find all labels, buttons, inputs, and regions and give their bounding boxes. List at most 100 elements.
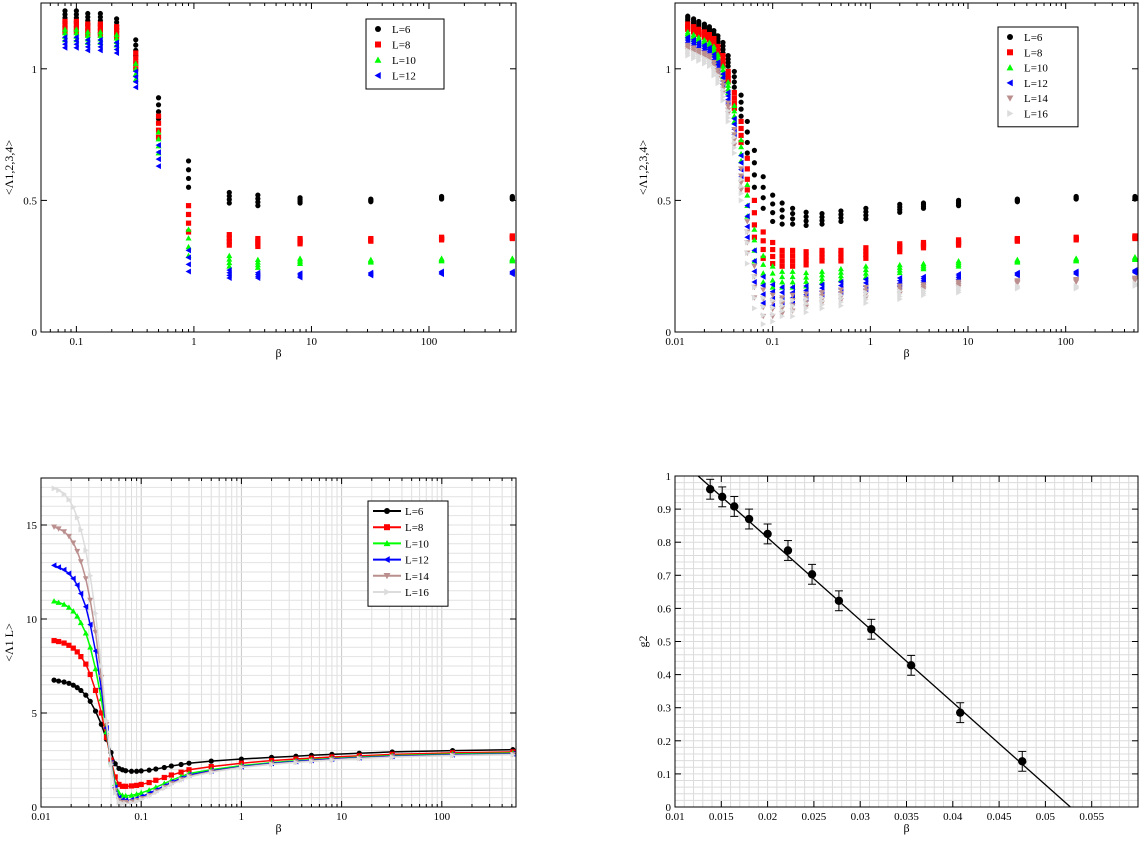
data-point	[779, 273, 786, 280]
data-point	[690, 45, 697, 51]
data-point	[760, 321, 767, 328]
y-tick-label: 0.1	[657, 769, 671, 781]
data-point	[70, 682, 76, 688]
data-point	[185, 175, 192, 182]
x-tick-label: 100	[1057, 336, 1074, 348]
data-point	[751, 160, 757, 166]
data-point	[153, 766, 159, 772]
data-point	[73, 34, 79, 41]
legend-label: L=12	[392, 71, 416, 83]
data-point	[70, 645, 76, 651]
data-point	[803, 262, 809, 268]
data-point	[155, 136, 162, 142]
data-point	[790, 221, 796, 227]
data-point	[51, 598, 58, 604]
data-point	[790, 297, 796, 304]
data-point	[779, 258, 785, 264]
data-point	[897, 288, 903, 295]
plot-frame	[674, 2, 1139, 333]
data-point	[161, 785, 168, 792]
data-point	[863, 289, 869, 296]
data-point	[1014, 269, 1020, 276]
data-point	[701, 50, 708, 56]
data-point	[255, 235, 261, 242]
x-tick-label: 0.02	[758, 811, 777, 823]
data-point	[98, 663, 105, 669]
legend-marker	[374, 72, 381, 79]
data-point	[819, 275, 826, 281]
legend-marker	[375, 26, 381, 32]
data-point	[738, 197, 745, 204]
data-point	[122, 792, 129, 799]
data-point	[51, 562, 57, 569]
data-point	[920, 273, 926, 280]
data-point	[56, 638, 62, 645]
data-point	[255, 241, 261, 247]
data-point	[738, 139, 744, 146]
data-point	[701, 42, 707, 49]
data-point	[790, 247, 796, 254]
data-point	[779, 221, 785, 227]
data-point	[751, 210, 757, 216]
data-point	[65, 604, 72, 610]
data-point	[897, 246, 903, 252]
data-point	[168, 772, 174, 778]
data-point	[1073, 255, 1080, 261]
data-point	[186, 767, 192, 773]
x-axis-label: β	[903, 346, 909, 360]
data-point	[153, 777, 159, 783]
data-point	[751, 172, 757, 178]
data-point	[769, 292, 776, 299]
data-point	[123, 800, 129, 807]
data-point	[690, 24, 697, 30]
data-point	[367, 256, 374, 263]
data-point	[760, 229, 766, 235]
data-point	[707, 57, 713, 64]
data-point	[710, 59, 717, 66]
data-point	[720, 71, 726, 78]
data-point	[770, 297, 776, 304]
data-point	[720, 39, 726, 46]
data-point	[731, 84, 737, 90]
data-point	[731, 139, 738, 146]
data-point	[98, 710, 104, 716]
x-tick-label: 0.01	[31, 811, 50, 823]
legend-label: L=8	[392, 40, 411, 52]
data-point	[1132, 193, 1138, 200]
data-point	[751, 263, 758, 270]
data-point	[138, 789, 145, 796]
y-tick-label: 10	[26, 614, 38, 626]
data-point	[185, 203, 192, 209]
data-point	[779, 263, 785, 269]
data-point	[1131, 267, 1138, 274]
data-point	[760, 273, 766, 280]
x-axis-label: β	[275, 821, 281, 835]
data-point	[153, 789, 159, 796]
data-point	[819, 272, 826, 278]
data-point	[178, 761, 184, 768]
plot-frame	[40, 2, 517, 333]
data-point	[744, 139, 750, 146]
data-point	[685, 47, 691, 54]
data-point	[744, 150, 750, 156]
data-point	[128, 783, 135, 789]
data-point	[97, 21, 103, 27]
data-point	[867, 625, 876, 634]
data-point	[779, 278, 786, 285]
data-point	[803, 249, 809, 255]
data-point	[744, 202, 750, 209]
data-point	[731, 95, 737, 101]
data-point	[770, 311, 776, 318]
data-point	[731, 150, 738, 157]
data-point	[838, 208, 844, 214]
panel-top-right: 0.01 0.1 1 10 100 0 0.5 1 β <Λ1,2,3,4> L=6 L=8 L=10 L…	[636, 2, 1139, 360]
y-tick-label: 0.2	[657, 736, 671, 748]
data-point	[744, 155, 750, 161]
data-point	[438, 193, 445, 200]
data-point	[685, 13, 691, 19]
data-point	[83, 692, 89, 698]
data-point	[819, 247, 825, 254]
data-point	[701, 29, 708, 35]
data-point	[803, 282, 809, 289]
data-point	[254, 256, 261, 263]
